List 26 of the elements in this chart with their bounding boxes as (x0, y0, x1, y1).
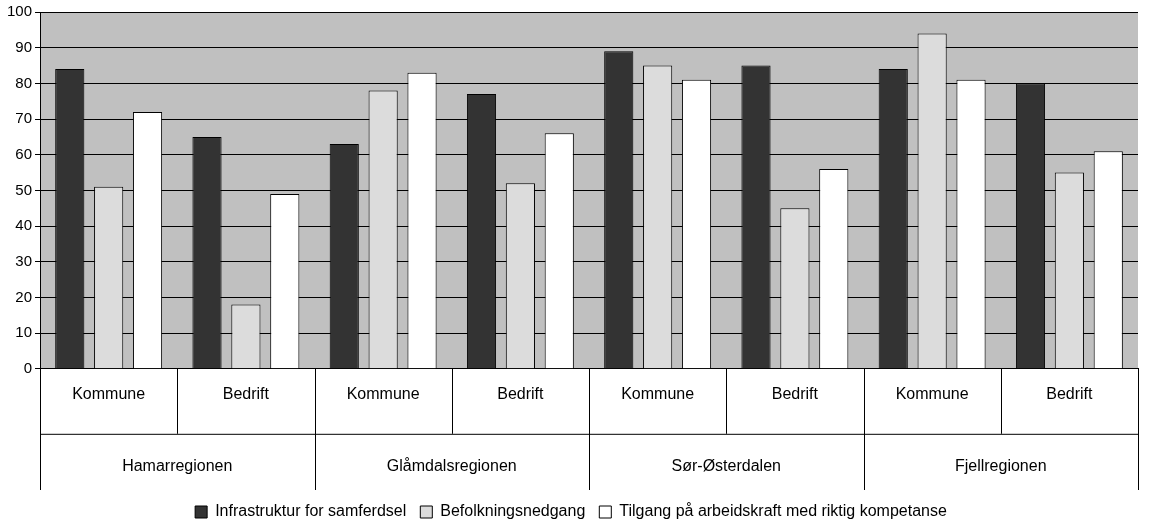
y-tick-label: 90 (15, 37, 33, 55)
y-tick-label: 10 (15, 323, 33, 341)
x-tick-label: Kommune (895, 384, 969, 402)
y-tick-label: 0 (23, 358, 33, 376)
x-tick-label: Kommune (72, 384, 146, 402)
x-tick-label: Bedrift (1046, 384, 1094, 402)
legend-label: Tilgang på arbeidskraft med riktig kompetanse (619, 502, 947, 520)
y-tick-label: 20 (15, 287, 33, 305)
text: Hamarregionen (122, 457, 233, 475)
text: Glåmdalsregionen (386, 457, 517, 475)
y-tick-label: 100 (7, 2, 33, 20)
y-tick-label: 40 (15, 216, 33, 234)
y-tick-label: 50 (15, 180, 33, 198)
y-tick-label: 30 (15, 251, 33, 269)
text: Sør-Østerdalen (671, 457, 781, 475)
x-tick-label: Kommune (346, 384, 420, 402)
x-tick-label: Bedrift (497, 384, 545, 402)
x-tick-label: Bedrift (222, 384, 270, 402)
legend-label: Befolkningsnedgang (440, 502, 586, 520)
y-tick-label: 70 (15, 109, 33, 127)
text: Fjellregionen (954, 457, 1047, 475)
legend-label: Infrastruktur for samferdsel (215, 502, 407, 520)
x-tick-label: Kommune (621, 384, 695, 402)
y-tick-label: 80 (15, 73, 33, 91)
x-tick-label: Bedrift (771, 384, 819, 402)
y-tick-label: 60 (15, 144, 33, 162)
